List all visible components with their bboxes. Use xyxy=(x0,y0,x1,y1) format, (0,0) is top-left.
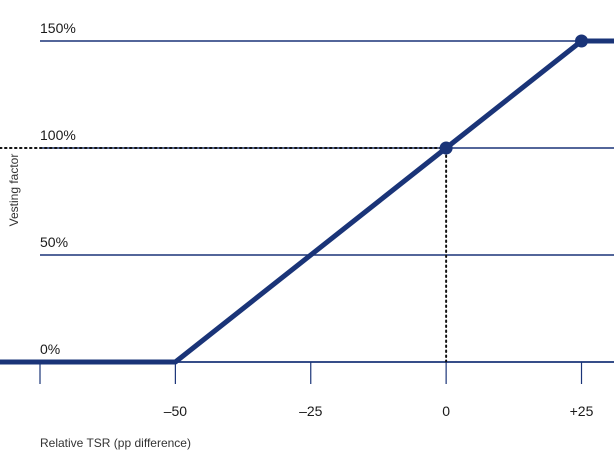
y-axis-title: Vesting factor xyxy=(7,154,21,227)
gridlines xyxy=(40,40,614,363)
x-tick-labels: –50 –25 0 +25 xyxy=(164,403,594,419)
y-tick-label: 50% xyxy=(40,234,68,250)
y-tick-labels: 0% 50% 100% 150% xyxy=(40,20,76,357)
x-tick-label: 0 xyxy=(442,403,450,419)
vesting-series-line xyxy=(0,38,614,365)
x-tick-label: –25 xyxy=(299,403,323,419)
x-tick-label: +25 xyxy=(570,403,594,419)
y-tick-label: 150% xyxy=(40,20,76,36)
x-axis-title: Relative TSR (pp difference) xyxy=(40,436,191,450)
y-tick-label: 100% xyxy=(40,127,76,143)
x-tick-label: –50 xyxy=(164,403,188,419)
data-point-marker xyxy=(575,34,589,48)
series-layer xyxy=(0,34,614,365)
y-tick-label: 0% xyxy=(40,341,60,357)
reference-lines xyxy=(0,147,448,363)
x-axis xyxy=(39,362,583,384)
data-point-marker xyxy=(439,141,453,155)
